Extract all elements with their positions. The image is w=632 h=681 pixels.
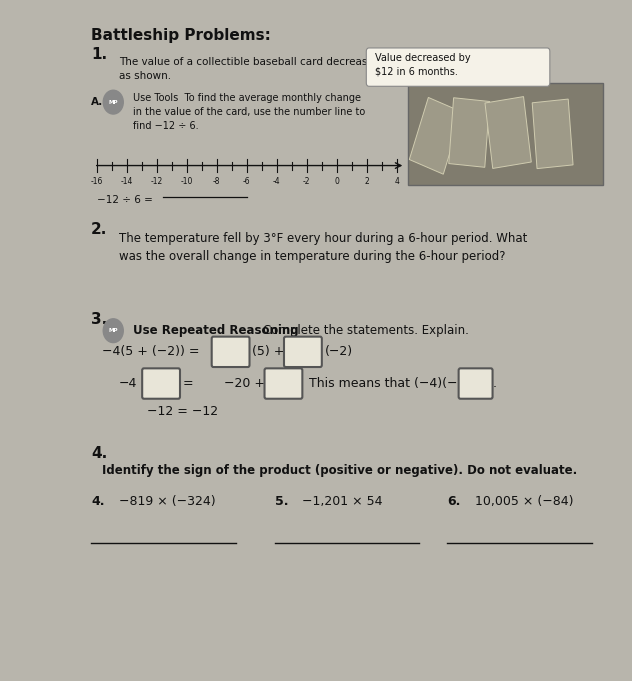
Text: Use Tools  To find the average monthly change
in the value of the card, use the : Use Tools To find the average monthly ch… xyxy=(133,93,365,131)
FancyBboxPatch shape xyxy=(532,99,573,169)
Text: -12: -12 xyxy=(150,178,163,187)
FancyBboxPatch shape xyxy=(212,336,250,367)
Text: −12 = −12: −12 = −12 xyxy=(147,405,218,417)
FancyBboxPatch shape xyxy=(459,368,492,399)
Text: Complete the statements. Explain.: Complete the statements. Explain. xyxy=(264,324,470,337)
Text: 1.: 1. xyxy=(91,47,107,62)
FancyBboxPatch shape xyxy=(485,97,532,168)
Text: 2: 2 xyxy=(365,178,369,187)
Text: 10,005 × (−84): 10,005 × (−84) xyxy=(475,494,573,507)
Text: Battleship Problems:: Battleship Problems: xyxy=(91,28,271,43)
Text: .: . xyxy=(492,377,497,390)
Text: -16: -16 xyxy=(90,178,103,187)
Text: 5.: 5. xyxy=(274,494,288,507)
Text: The value of a collectible baseball card decreased
as shown.: The value of a collectible baseball card… xyxy=(119,57,380,80)
Text: The temperature fell by 3°F every hour during a 6-hour period. What
was the over: The temperature fell by 3°F every hour d… xyxy=(119,232,527,263)
Text: MP: MP xyxy=(109,328,118,333)
Text: This means that (−4)(−2) =: This means that (−4)(−2) = xyxy=(309,377,489,390)
FancyBboxPatch shape xyxy=(410,97,463,174)
FancyBboxPatch shape xyxy=(142,368,180,399)
Text: −4(5 + (−2)) =: −4(5 + (−2)) = xyxy=(102,345,204,358)
Text: (−2): (−2) xyxy=(325,345,353,358)
Text: =: = xyxy=(183,377,193,390)
Text: -14: -14 xyxy=(121,178,133,187)
FancyBboxPatch shape xyxy=(449,98,490,168)
Text: -4: -4 xyxy=(273,178,281,187)
Text: −1,201 × 54: −1,201 × 54 xyxy=(302,494,383,507)
Text: −819 × (−324): −819 × (−324) xyxy=(119,494,216,507)
Text: 4: 4 xyxy=(394,178,399,187)
Circle shape xyxy=(103,91,123,114)
Text: −20 +: −20 + xyxy=(224,377,269,390)
Text: −4: −4 xyxy=(119,377,137,390)
Text: Identify the sign of the product (positive or negative). Do not evaluate.: Identify the sign of the product (positi… xyxy=(102,464,578,477)
FancyBboxPatch shape xyxy=(408,83,603,185)
Text: 6.: 6. xyxy=(447,494,460,507)
FancyBboxPatch shape xyxy=(284,336,322,367)
Text: 4.: 4. xyxy=(91,446,107,461)
Text: 2.: 2. xyxy=(91,222,107,237)
Text: -2: -2 xyxy=(303,178,310,187)
Text: 4.: 4. xyxy=(91,494,104,507)
Text: −12 ÷ 6 =: −12 ÷ 6 = xyxy=(97,195,155,205)
Text: -8: -8 xyxy=(213,178,221,187)
Text: (5) +: (5) + xyxy=(252,345,289,358)
Text: -10: -10 xyxy=(181,178,193,187)
Circle shape xyxy=(103,319,123,343)
Text: MP: MP xyxy=(109,99,118,105)
Text: 0: 0 xyxy=(334,178,339,187)
Text: Value decreased by
$12 in 6 months.: Value decreased by $12 in 6 months. xyxy=(375,53,470,76)
Text: -6: -6 xyxy=(243,178,250,187)
Text: A.: A. xyxy=(91,97,103,107)
Text: 3.: 3. xyxy=(91,312,107,327)
FancyBboxPatch shape xyxy=(367,48,550,86)
Text: Use Repeated Reasoning: Use Repeated Reasoning xyxy=(133,324,303,337)
FancyBboxPatch shape xyxy=(265,368,302,399)
